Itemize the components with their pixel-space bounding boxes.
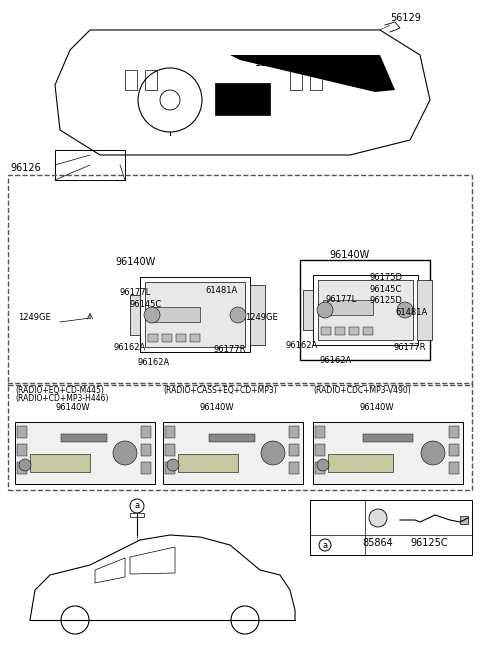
Bar [130,513,144,517]
Circle shape [421,441,445,465]
Bar [190,334,200,342]
Text: 96162A: 96162A [113,343,145,352]
Text: 56129: 56129 [390,13,421,23]
Bar [289,426,299,438]
Bar [290,70,302,90]
Text: 1249GE: 1249GE [245,313,278,322]
Text: 96175D: 96175D [370,273,403,282]
Bar [17,462,27,474]
Bar [313,275,418,345]
Polygon shape [230,55,395,92]
Bar [162,334,172,342]
Circle shape [397,302,413,318]
Bar [176,334,186,342]
Bar [163,422,303,484]
Text: 61481A: 61481A [395,308,427,317]
Bar [215,83,270,115]
Bar [17,444,27,456]
Text: 96145C: 96145C [130,300,162,309]
Bar [141,426,151,438]
Circle shape [317,459,329,471]
Text: 96177R: 96177R [213,345,245,354]
Bar [321,327,331,335]
Bar [148,334,158,342]
Bar [289,444,299,456]
Bar [300,260,430,360]
Text: 96145C: 96145C [370,285,402,294]
Circle shape [369,509,387,527]
Text: 96140W: 96140W [360,403,395,412]
Text: 96125C: 96125C [410,538,448,548]
Circle shape [317,302,333,318]
Bar [165,444,175,456]
Bar [349,327,359,335]
Bar [310,500,472,555]
Bar [165,426,175,438]
Text: (RADIO+EQ+CD-M445): (RADIO+EQ+CD-M445) [15,386,104,395]
Text: 96140W: 96140W [55,403,90,412]
Bar [140,277,250,352]
Bar [165,462,175,474]
Bar [141,444,151,456]
Bar [335,327,345,335]
Circle shape [167,459,179,471]
Text: (RADIO+CD+MP3-H446): (RADIO+CD+MP3-H446) [15,394,108,403]
Text: 1249GE: 1249GE [18,313,51,322]
Bar [141,462,151,474]
Bar [30,454,90,472]
Text: (RADIO+CDC+MP3-V490): (RADIO+CDC+MP3-V490) [313,386,411,395]
Bar [289,462,299,474]
Text: 96140W: 96140W [115,257,155,267]
Bar [449,462,459,474]
Bar [15,422,155,484]
Bar [363,327,373,335]
Text: 96162A: 96162A [137,358,169,367]
Circle shape [19,459,31,471]
Text: a: a [134,501,140,510]
Bar [209,434,255,442]
Text: 96140W: 96140W [330,250,370,260]
Bar [323,300,373,315]
Bar [417,280,432,340]
Bar [17,426,27,438]
Bar [315,426,325,438]
Bar [315,444,325,456]
Text: 96177L: 96177L [325,295,356,304]
Bar [363,434,413,442]
Circle shape [230,307,246,323]
Bar [315,462,325,474]
Bar [310,70,322,90]
Bar [145,70,157,90]
Bar [61,434,107,442]
Bar [145,282,245,347]
Text: 96177R: 96177R [393,343,425,352]
Bar [449,444,459,456]
Text: 96140W: 96140W [200,403,235,412]
Text: 96126: 96126 [10,163,41,173]
Text: (RADIO+CASS+EQ+CD+MP3): (RADIO+CASS+EQ+CD+MP3) [163,386,277,395]
Text: 96125D: 96125D [370,296,403,305]
Text: 96162A: 96162A [285,341,317,350]
Text: 1141AC: 1141AC [255,58,293,68]
Bar [55,150,125,180]
Bar [303,290,313,330]
Bar [150,307,200,322]
Circle shape [144,307,160,323]
Text: 96177L: 96177L [120,288,151,297]
Bar [328,454,393,472]
Bar [125,70,137,90]
Circle shape [113,441,137,465]
Bar [313,422,463,484]
Bar [449,426,459,438]
Text: 85864: 85864 [362,538,394,548]
Bar [178,454,238,472]
Bar [460,516,468,524]
Bar [250,285,265,345]
Text: 61481A: 61481A [205,286,237,295]
Bar [318,280,413,340]
Bar [130,295,140,335]
Text: 96162A: 96162A [320,356,352,365]
Circle shape [261,441,285,465]
Text: a: a [323,541,327,550]
